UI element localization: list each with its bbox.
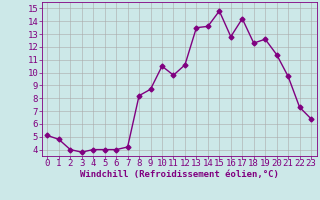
X-axis label: Windchill (Refroidissement éolien,°C): Windchill (Refroidissement éolien,°C): [80, 170, 279, 179]
